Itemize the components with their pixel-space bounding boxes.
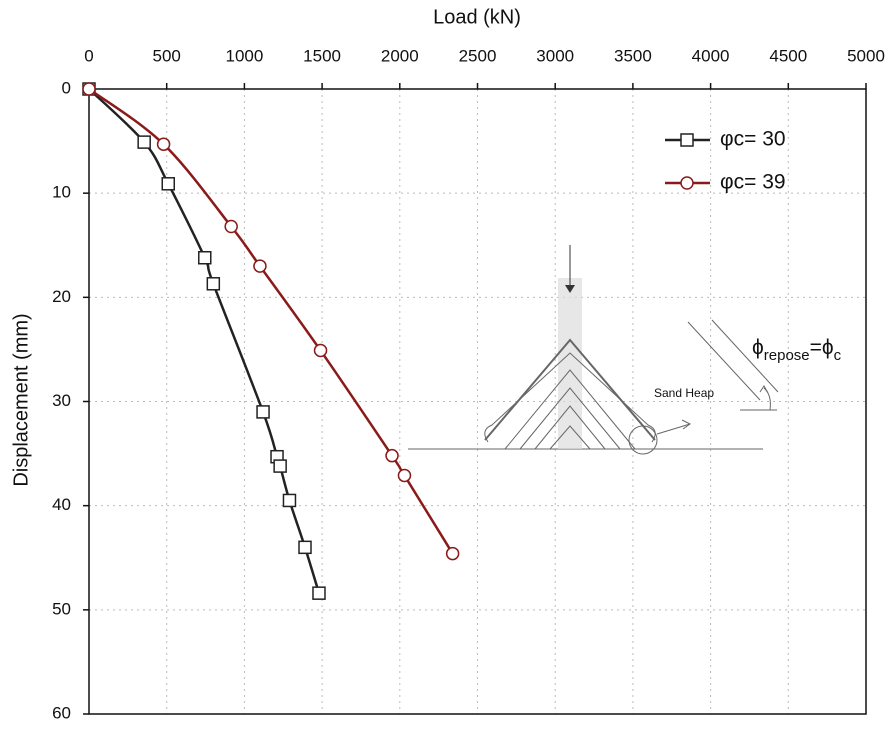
y-tick-label: 60 (52, 703, 71, 722)
marker (385, 448, 399, 463)
x-axis-title: Load (kN) (433, 6, 521, 28)
marker (137, 135, 151, 149)
legend-marker (680, 133, 694, 147)
label-part: =ϕ (810, 336, 834, 359)
marker (282, 493, 297, 508)
marker (298, 540, 312, 555)
x-tick-label: 3000 (536, 46, 574, 65)
legend-marker (680, 176, 694, 190)
y-tick-label: 50 (52, 599, 71, 618)
marker (397, 468, 412, 483)
marker (156, 137, 171, 151)
y-axis-title: Displacement (mm) (10, 313, 32, 486)
label-part: repose (764, 347, 810, 364)
marker (198, 251, 212, 265)
inset-label: Sand Heap (654, 386, 714, 400)
marker (312, 586, 326, 600)
marker (253, 259, 267, 273)
grid (89, 89, 866, 714)
label-part: c (834, 347, 842, 364)
marker (256, 405, 270, 419)
x-tick-label: 1000 (225, 46, 263, 65)
marker (161, 177, 176, 191)
series-line (88, 88, 321, 594)
sand-heap-inset: Sand Heap ϕrepose=ϕc (408, 245, 842, 455)
legend-label: φc= 30 (720, 128, 786, 151)
x-tick-label: 2000 (381, 46, 419, 65)
marker (445, 546, 460, 561)
x-tick-label: 4000 (692, 46, 730, 65)
y-tick-label: 30 (52, 391, 71, 410)
x-tick-label: 4500 (769, 46, 807, 65)
x-tick-label: 3500 (614, 46, 652, 65)
legend-label: φc= 39 (720, 171, 786, 194)
marker (273, 459, 287, 473)
x-tick-label: 2500 (459, 46, 497, 65)
x-tick-label: 500 (153, 46, 181, 65)
marker (224, 219, 238, 234)
inset-angle-label: ϕrepose=ϕc (752, 336, 842, 364)
y-tick-label: 40 (52, 495, 71, 514)
y-tick-label: 20 (52, 287, 71, 306)
x-tick-label: 0 (84, 46, 93, 65)
marker (206, 277, 221, 291)
marker (313, 343, 328, 358)
x-tick-label: 1500 (303, 46, 341, 65)
marker (82, 82, 96, 96)
label-part: ϕ (752, 336, 764, 359)
y-tick-label: 10 (52, 183, 71, 202)
x-tick-label: 5000 (847, 46, 885, 65)
series-line (88, 87, 454, 555)
y-tick-label: 0 (62, 78, 71, 97)
